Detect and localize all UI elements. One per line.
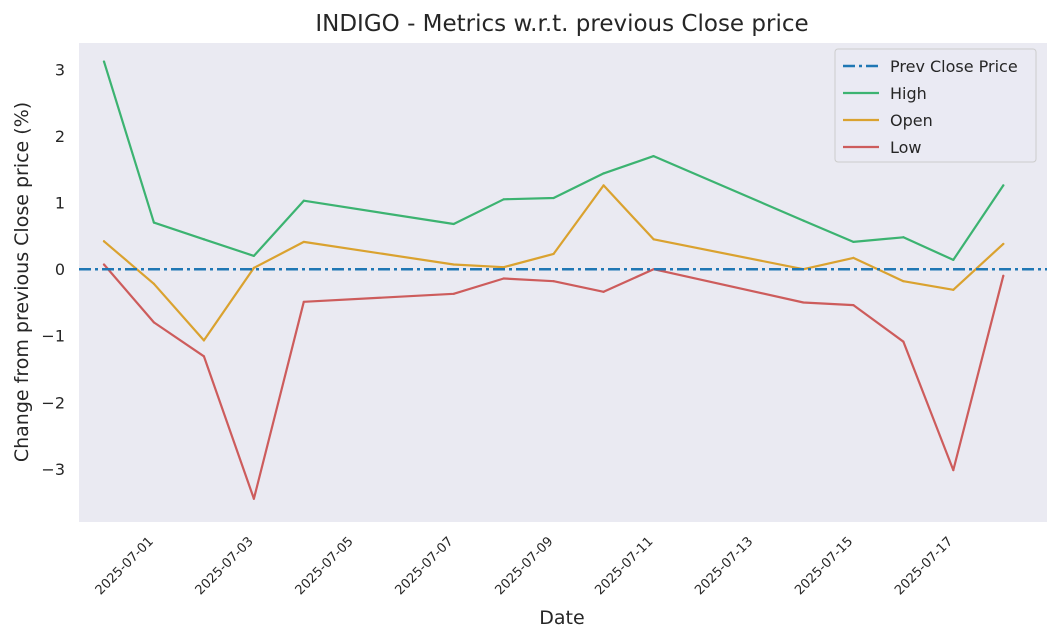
data-point-open [152, 282, 156, 285]
legend-label: Open [890, 111, 933, 130]
data-point-high [252, 254, 255, 257]
series-lines [79, 60, 1047, 500]
y-tick-label: −3 [41, 460, 65, 479]
x-tick-label: 2025-07-11 [592, 534, 656, 598]
data-point-high [302, 199, 305, 202]
data-point-open [852, 256, 855, 259]
data-point-low [602, 290, 605, 293]
data-point-high [852, 240, 855, 244]
data-point-high [202, 238, 206, 241]
chart-title: INDIGO - Metrics w.r.t. previous Close p… [315, 11, 808, 37]
data-point-low [102, 263, 106, 266]
data-point-low [802, 301, 805, 304]
data-point-open [302, 240, 305, 244]
y-tick-label: 1 [55, 194, 65, 213]
y-tick-label: 0 [55, 260, 65, 279]
legend-box [834, 48, 1037, 163]
data-point-open [652, 238, 655, 241]
data-point-high [502, 198, 505, 201]
data-point-low [902, 340, 905, 343]
x-axis-ticks: 2025-07-01 2025-07-03 2025-07-05 2025-07-07… [93, 534, 956, 598]
data-point-high [452, 222, 455, 226]
data-point-low [1002, 274, 1005, 277]
data-point-high [802, 219, 805, 222]
data-point-high [952, 258, 955, 261]
legend-label: Low [890, 138, 922, 157]
y-tick-label: 2 [55, 127, 65, 146]
data-point-low [302, 300, 305, 303]
data-point-low [202, 355, 206, 358]
data-point-low [152, 321, 156, 324]
x-tick-label: 2025-07-07 [393, 534, 457, 598]
legend-label: Prev Close Price [890, 57, 1018, 76]
x-tick-label: 2025-07-17 [892, 534, 956, 598]
x-tick-label: 2025-07-13 [692, 534, 756, 598]
data-point-open [552, 252, 555, 255]
x-axis-label: Date [539, 607, 584, 629]
y-axis-label: Change from previous Close price (%) [11, 102, 33, 462]
data-point-high [152, 221, 156, 224]
x-tick-label: 2025-07-01 [93, 534, 157, 598]
y-axis-ticks: 3 2 1 0 −1 −2 −3 [41, 61, 65, 479]
data-point-low [452, 292, 455, 295]
data-point-open [202, 339, 206, 342]
data-point-open [102, 240, 106, 243]
x-tick-label: 2025-07-03 [193, 534, 257, 598]
data-point-open [452, 263, 455, 266]
data-point-high [652, 154, 655, 158]
x-tick-label: 2025-07-15 [792, 534, 856, 598]
data-point-open [902, 280, 905, 283]
y-tick-label: −1 [41, 327, 65, 346]
y-tick-label: −2 [41, 393, 65, 412]
data-point-high [602, 172, 605, 175]
data-point-low [552, 280, 555, 283]
x-tick-label: 2025-07-05 [293, 534, 357, 598]
data-point-low [852, 304, 855, 307]
data-point-low [502, 277, 505, 280]
legend-label: High [890, 84, 927, 103]
data-point-open [252, 266, 255, 269]
data-point-open [1002, 242, 1005, 246]
data-point-open [602, 184, 605, 187]
data-point-high [552, 196, 555, 200]
legend: Prev Close Price High Open Low [834, 48, 1037, 163]
y-tick-label: 3 [55, 61, 65, 80]
x-tick-label: 2025-07-09 [492, 534, 556, 598]
data-point-open [952, 288, 955, 291]
data-point-high [102, 60, 106, 63]
data-point-high [1002, 184, 1005, 187]
data-point-low [952, 469, 955, 472]
data-point-open [502, 266, 505, 269]
data-point-high [902, 236, 905, 239]
data-point-low [252, 497, 255, 500]
